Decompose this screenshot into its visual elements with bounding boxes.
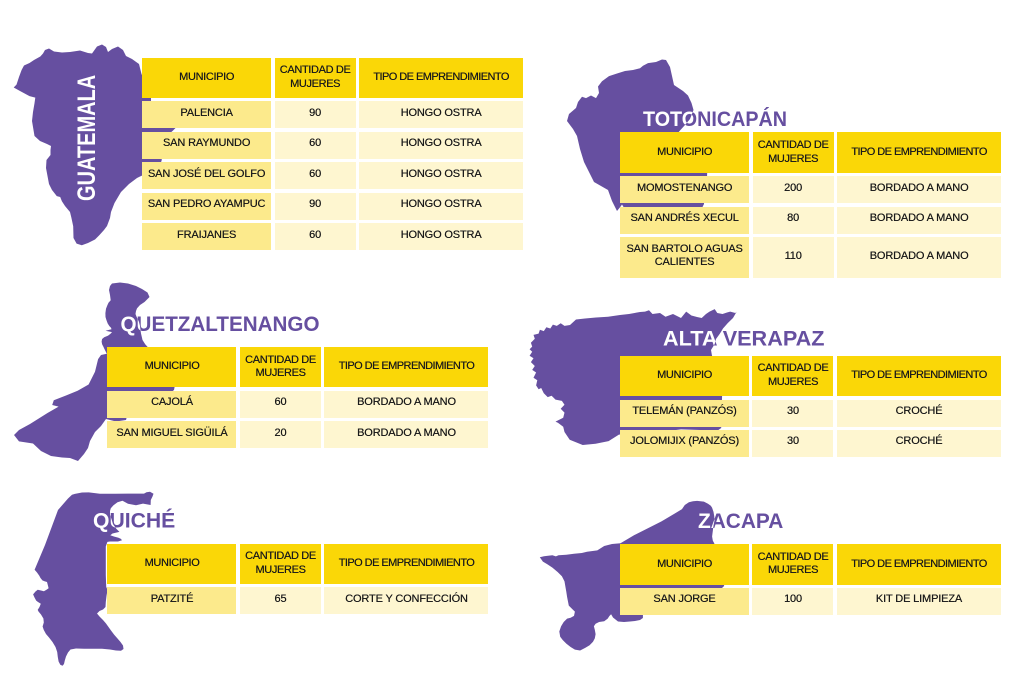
svg-text:ZACAPA: ZACAPA <box>698 510 783 533</box>
svg-text:ALTA VERAPAZ: ALTA VERAPAZ <box>663 328 825 351</box>
svg-text:TOTONICAPÁN: TOTONICAPÁN <box>643 108 787 131</box>
svg-text:GUATEMALA: GUATEMALA <box>73 75 101 201</box>
svg-text:QUICHÉ: QUICHÉ <box>93 510 175 533</box>
svg-text:QUETZALTENANGO: QUETZALTENANGO <box>121 313 320 336</box>
